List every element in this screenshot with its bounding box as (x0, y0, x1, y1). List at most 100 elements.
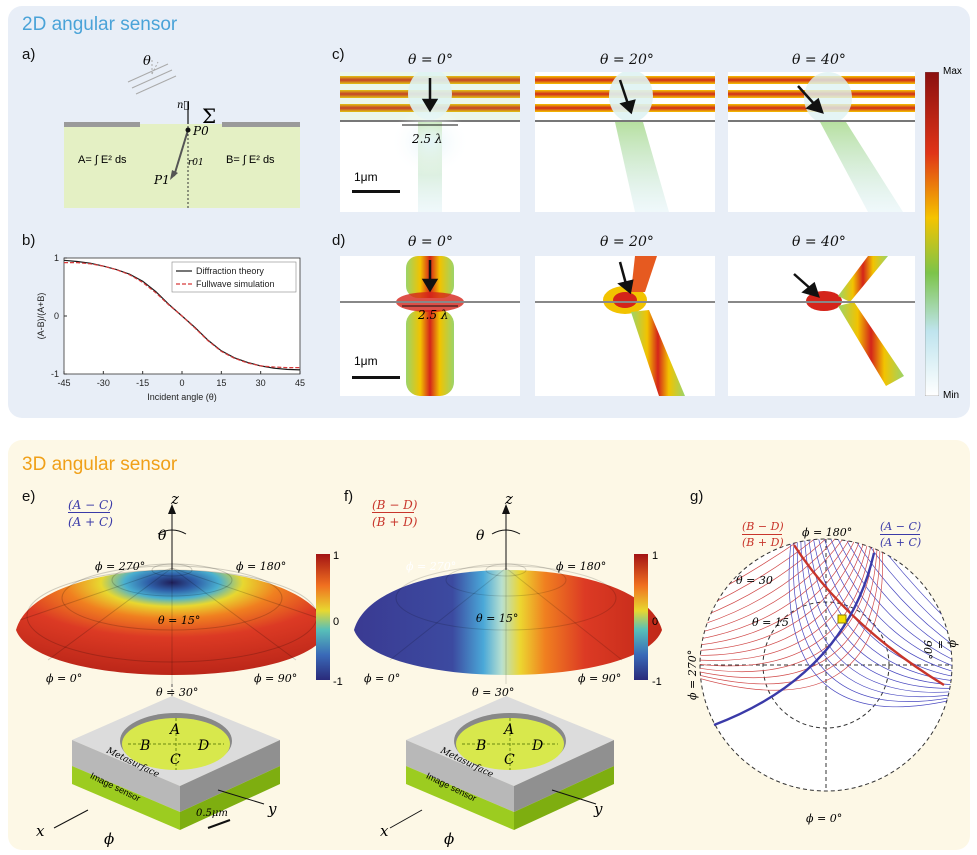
panel-e-dome (16, 504, 330, 830)
field-d-40deg (728, 256, 915, 396)
panel-label-b: b) (22, 232, 36, 249)
iso-line-bd (696, 520, 864, 645)
g-ac-den: (A + C) (880, 536, 922, 549)
panel-f-dome (354, 504, 662, 830)
f-quad-a: A (504, 722, 515, 738)
iso-line-bd (696, 520, 868, 652)
g-bd-den: (B + D) (742, 536, 784, 549)
bold-ac-contour (713, 552, 876, 727)
iso-line-ac (792, 520, 956, 702)
y-tick-label: -1 (51, 369, 59, 379)
dome-surface-f (354, 570, 662, 675)
y-tick-label: 1 (54, 253, 59, 263)
scale-bar-d (352, 376, 400, 379)
g-phi270: ϕ = 270° (686, 649, 699, 700)
panel-label-a: a) (22, 46, 36, 63)
e-theta-label: θ (158, 528, 167, 544)
e-ratio-num: (A − C) (68, 498, 113, 512)
f-cb-m1: -1 (652, 676, 662, 688)
substrate-region (64, 124, 300, 208)
metal-right (222, 122, 300, 127)
f-phi-label: ϕ (444, 830, 455, 848)
incident-arrows-c (421, 78, 824, 115)
f-ratio-num: (B − D) (372, 498, 418, 512)
x-tick-label: -45 (57, 378, 70, 388)
e-th15: θ = 15° (158, 614, 201, 627)
f-ratio-den: (B + D) (372, 515, 418, 529)
iso-line-bd (696, 522, 872, 661)
e-cb-0: 0 (333, 616, 340, 628)
field-c-40deg (728, 72, 915, 212)
g-phi90: ϕ = 90° (921, 640, 960, 660)
d-title-0: θ = 0° (408, 234, 453, 250)
g-phi180: ϕ = 180° (802, 526, 853, 539)
iso-line-ac (818, 520, 956, 671)
f-theta-label: θ (476, 528, 485, 544)
f-cb-1: 1 (652, 550, 659, 562)
p0-label: P0 (193, 124, 209, 138)
e-scale-label: 0.5μm (196, 808, 228, 819)
main-colorbar (925, 72, 939, 396)
f-cb-0: 0 (652, 616, 659, 628)
f-phi270: ϕ = 270° (406, 560, 457, 573)
panel-d-fields (340, 256, 915, 396)
e-quad-d: D (198, 738, 210, 754)
legend-label: Fullwave simulation (196, 279, 275, 289)
e-z-label: z (171, 490, 179, 508)
r01-vector (173, 129, 189, 177)
e-phi90: ϕ = 90° (254, 672, 298, 685)
e-x-axis: x (36, 822, 45, 840)
image-sensor-f (406, 766, 514, 830)
f-phi180: ϕ = 180° (556, 560, 607, 573)
iso-line-ac (820, 520, 956, 669)
iso-line-ac (822, 520, 956, 666)
f-quad-b: B (476, 738, 487, 754)
incident-wavefronts (127, 63, 177, 95)
f-phi90: ϕ = 90° (578, 672, 622, 685)
e-phi270: ϕ = 270° (95, 560, 146, 573)
e-quad-c: C (170, 752, 181, 768)
panel-a-diagram (64, 60, 300, 208)
y-tick-label: 0 (54, 311, 59, 321)
e-th30: θ = 30° (156, 686, 199, 699)
e-ratio-den: (A + C) (68, 515, 113, 529)
normal-label: n⃗ (177, 100, 190, 111)
e-quad-b: B (140, 738, 151, 754)
intersection-marker (837, 614, 847, 624)
e-phi-label: ϕ (104, 830, 115, 848)
g-ac-num: (A − C) (880, 520, 922, 533)
g-th30: θ = 30 (736, 574, 773, 587)
panel-label-c: c) (332, 46, 345, 63)
x-tick-label: -15 (136, 378, 149, 388)
c-title-0: θ = 0° (408, 52, 453, 68)
iso-line-bd (696, 535, 883, 691)
colorbar-min-label: Min (943, 390, 960, 401)
iso-line-bd (696, 530, 878, 679)
g-phi0: ϕ = 0° (806, 812, 843, 825)
theta-label-a: θ (143, 54, 151, 69)
colorbar-max-label: Max (943, 66, 962, 77)
scale-bar-c (352, 190, 400, 193)
scale-bar-e (207, 819, 231, 829)
e-phi0: ϕ = 0° (46, 672, 83, 685)
x-tick-label: 15 (216, 378, 226, 388)
c-title-20: θ = 20° (600, 52, 654, 68)
colorbar-e (316, 554, 330, 680)
x-tick-label: 45 (295, 378, 305, 388)
f-y-axis: y (594, 800, 603, 818)
e-cb-m1: -1 (333, 676, 343, 688)
sigma-label: Σ (202, 104, 217, 128)
f-quad-c: C (504, 752, 515, 768)
section-title-2d: 2D angular sensor (22, 14, 178, 35)
c-title-40: θ = 40° (792, 52, 846, 68)
p0-point (185, 127, 191, 133)
iso-line-bd (696, 520, 866, 648)
field-d-0deg (340, 256, 520, 396)
iso-line-ac (788, 520, 956, 708)
panel-g-polar-grid (696, 520, 956, 792)
f-th30: θ = 30° (472, 686, 515, 699)
dome-surface-e (16, 570, 328, 675)
d-title-40: θ = 40° (792, 234, 846, 250)
legend-box (171, 261, 297, 293)
iso-line-bd (696, 525, 874, 667)
